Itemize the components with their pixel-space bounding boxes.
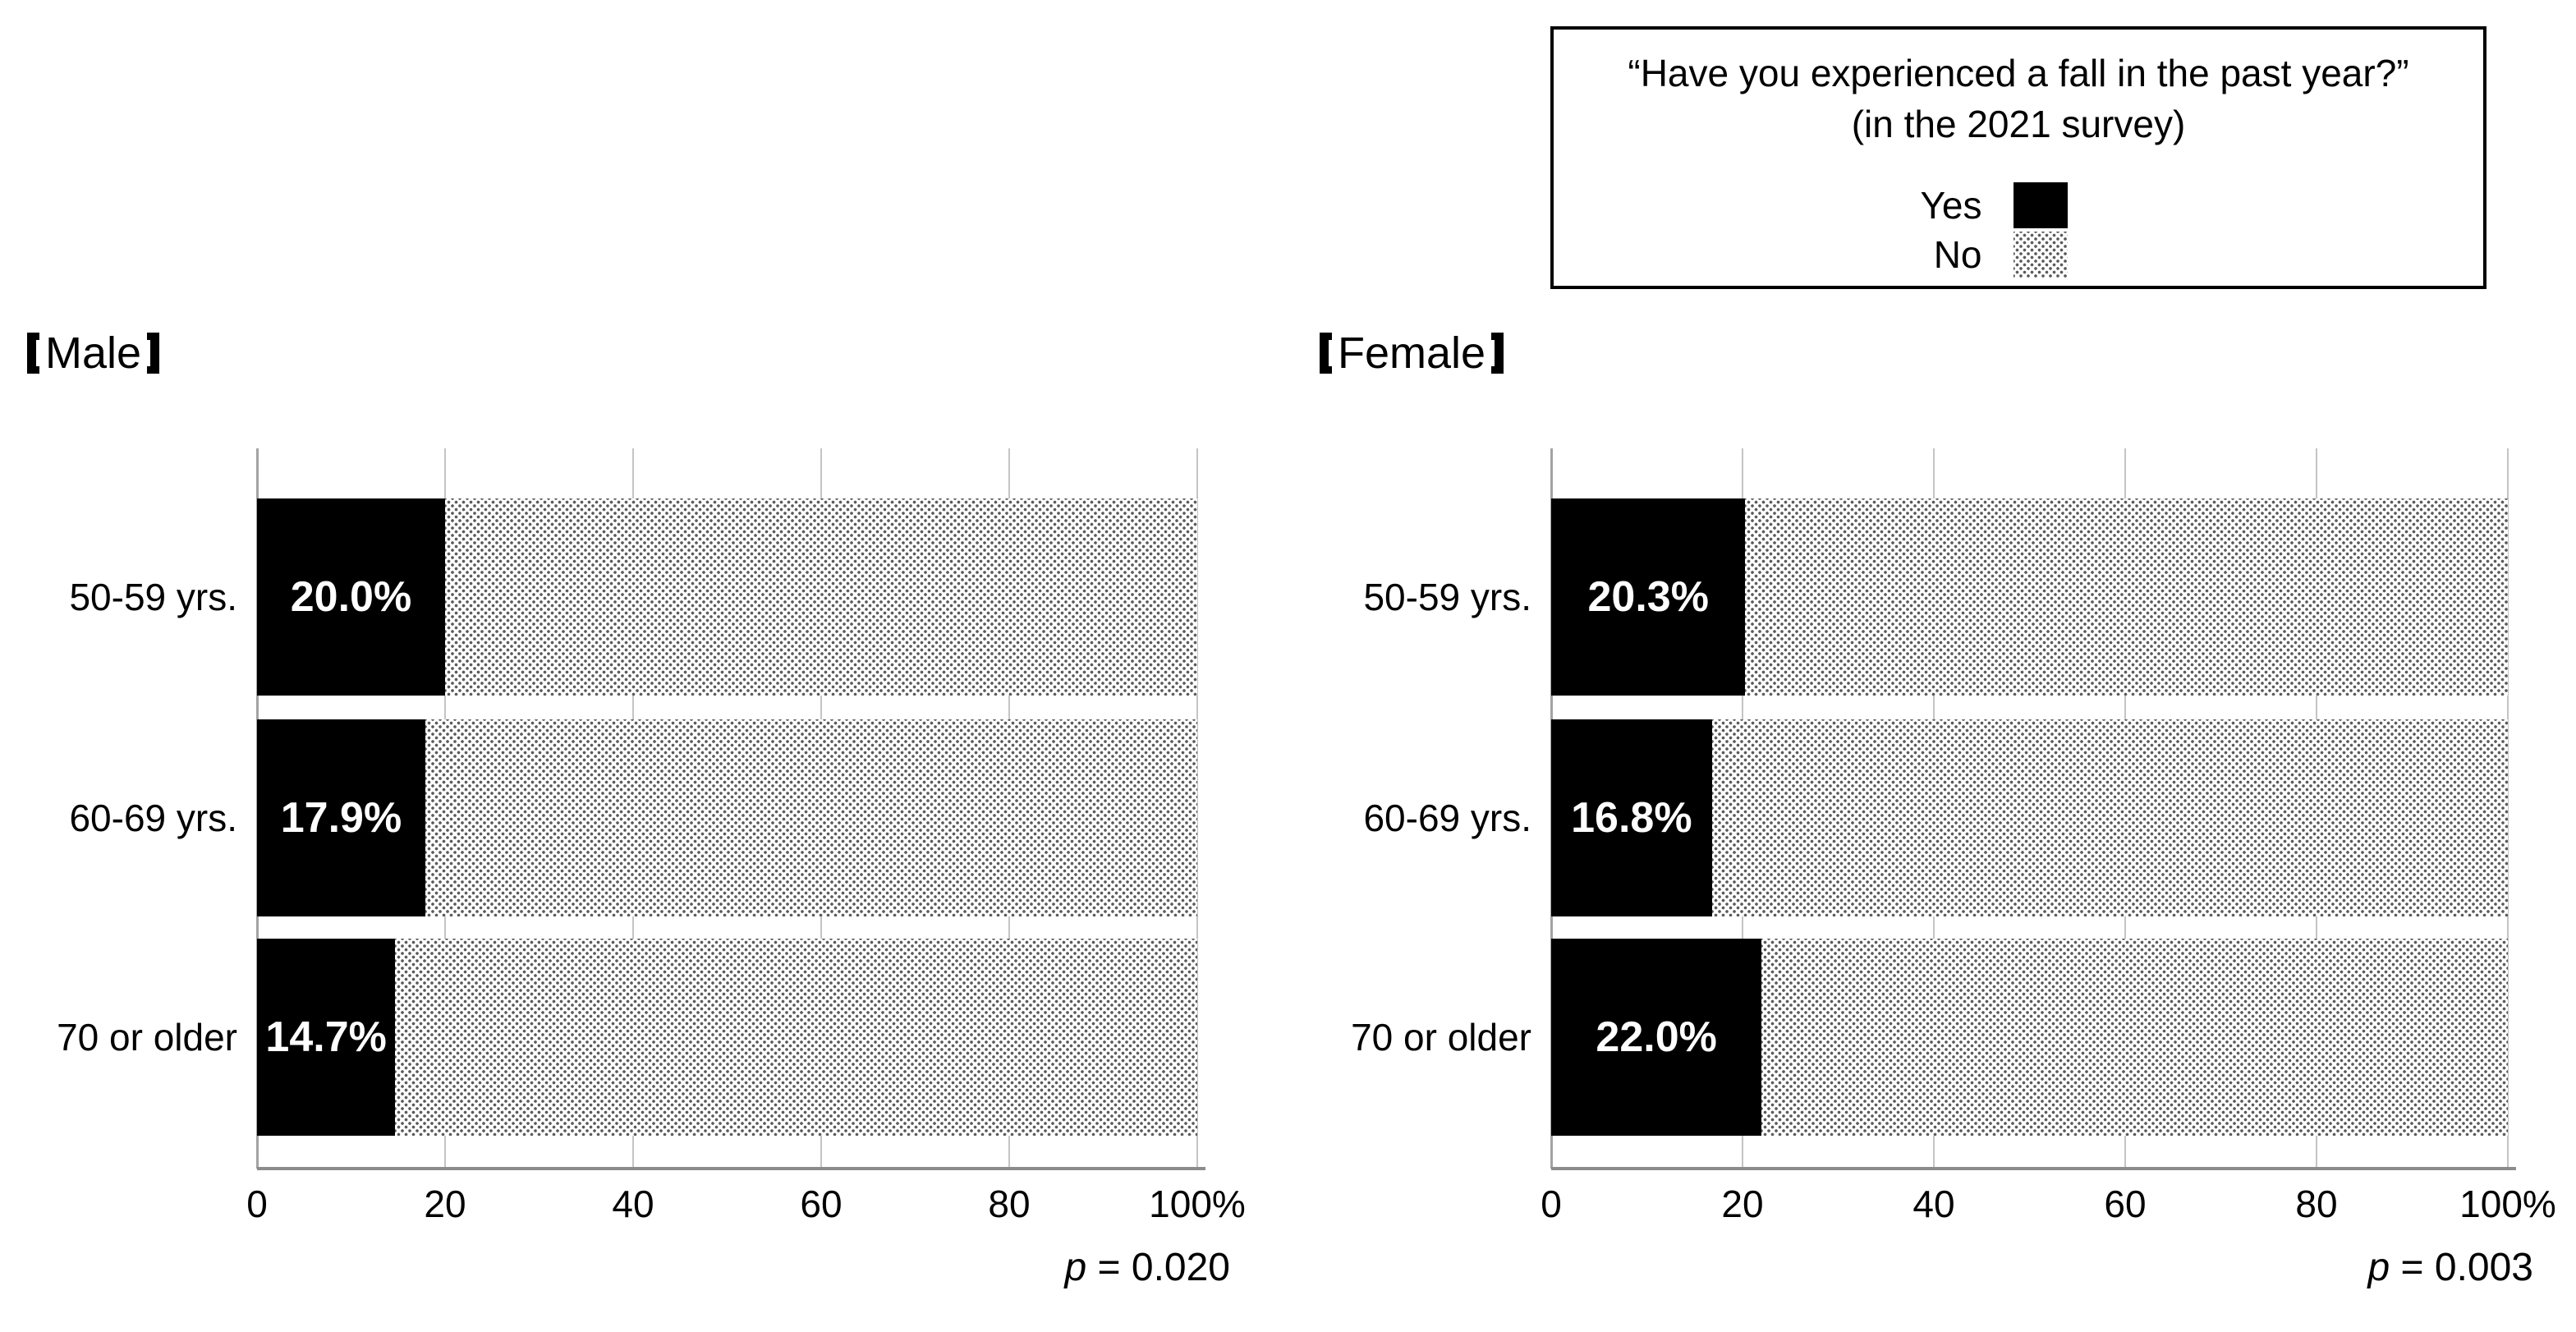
legend-entries: Yes No <box>1920 181 2068 279</box>
legend-swatch-yes-solid <box>2013 182 2068 228</box>
bar-segment-yes: 22.0% <box>1551 939 1762 1136</box>
legend-title-line2: (in the 2021 survey) <box>1851 103 2186 145</box>
bar-segment-yes: 17.9% <box>257 719 425 916</box>
gridline-100 <box>2507 448 2509 1169</box>
bar-segment-no <box>445 498 1197 696</box>
bar-segment-no <box>1711 719 2508 916</box>
bar-segment-no <box>395 939 1197 1136</box>
bar-segment-no <box>1761 939 2508 1136</box>
x-tick-label: 0 <box>246 1183 268 1225</box>
category-label: 50-59 yrs. <box>69 576 237 618</box>
bar-value-label: 20.3% <box>1587 573 1709 621</box>
legend-entry-no: No <box>1920 230 2068 279</box>
legend-box: “Have you experienced a fall in the past… <box>1550 26 2486 289</box>
gridline-100 <box>1196 448 1198 1169</box>
category-label: 70 or older <box>57 1016 237 1059</box>
bar-value-label: 16.8% <box>1571 794 1692 842</box>
panel-title-female: Female <box>1320 327 1504 379</box>
bar-row: 17.9% <box>257 719 1197 916</box>
x-tick-label: 60 <box>2104 1183 2147 1225</box>
p-symbol: p <box>1064 1246 1087 1289</box>
p-symbol: p <box>2367 1246 2390 1289</box>
p-value-text: = 0.003 <box>2390 1246 2534 1289</box>
x-axis-line <box>257 1167 1205 1170</box>
p-value-male: p = 0.020 <box>885 1245 1230 1290</box>
x-tick-label: 80 <box>2295 1183 2338 1225</box>
x-tick-label: 100% <box>1149 1183 1246 1225</box>
legend-label-no: No <box>1933 233 1982 276</box>
legend-title-line1: “Have you experienced a fall in the past… <box>1628 52 2409 94</box>
bar-row: 20.3% <box>1551 498 2508 696</box>
female-plot-area: 50-59 yrs. 20.3% 60-69 yrs. 16.8% 70 or … <box>1351 448 2556 1225</box>
left-lenticular-bracket <box>27 333 39 374</box>
x-tick-label: 100% <box>2459 1183 2556 1225</box>
right-lenticular-bracket <box>1491 333 1504 374</box>
bar-row: 20.0% <box>257 498 1197 696</box>
legend-entry-yes: Yes <box>1920 181 2068 230</box>
bar-value-label: 14.7% <box>265 1013 387 1061</box>
bar-segment-yes: 14.7% <box>257 939 396 1136</box>
bar-segment-no <box>425 719 1197 916</box>
legend-swatch-no-dotted <box>2013 232 2068 278</box>
bar-segment-no <box>1745 498 2508 696</box>
panel-title-male-text: Male <box>45 328 142 378</box>
p-value-text: = 0.020 <box>1086 1246 1231 1289</box>
bar-value-label: 20.0% <box>290 573 412 621</box>
panel-title-female-text: Female <box>1338 328 1486 378</box>
right-lenticular-bracket <box>147 333 160 374</box>
bar-segment-yes: 16.8% <box>1551 719 1712 916</box>
bar-row: 16.8% <box>1551 719 2508 916</box>
male-plot-area: 50-59 yrs. 20.0% 60-69 yrs. 17.9% 70 or … <box>57 448 1246 1225</box>
x-tick-label: 0 <box>1541 1183 1562 1225</box>
category-label: 60-69 yrs. <box>69 797 237 839</box>
bar-segment-yes: 20.0% <box>257 498 445 696</box>
left-lenticular-bracket <box>1320 333 1332 374</box>
p-value-female: p = 0.003 <box>2188 1245 2533 1290</box>
category-label: 70 or older <box>1351 1016 1531 1059</box>
legend-title: “Have you experienced a fall in the past… <box>1554 48 2483 149</box>
bar-value-label: 22.0% <box>1596 1013 1717 1061</box>
panel-title-male: Male <box>27 327 160 379</box>
x-tick-label: 40 <box>1912 1183 1955 1225</box>
x-tick-label: 60 <box>800 1183 843 1225</box>
x-axis-line <box>1551 1167 2516 1170</box>
category-label: 50-59 yrs. <box>1363 576 1531 618</box>
x-tick-label: 20 <box>424 1183 466 1225</box>
x-tick-label: 20 <box>1721 1183 1764 1225</box>
x-tick-label: 80 <box>988 1183 1031 1225</box>
bar-segment-yes: 20.3% <box>1551 498 1746 696</box>
category-label: 60-69 yrs. <box>1363 797 1531 839</box>
bar-row: 22.0% <box>1551 939 2508 1136</box>
x-tick-label: 40 <box>612 1183 654 1225</box>
bar-row: 14.7% <box>257 939 1197 1136</box>
legend-label-yes: Yes <box>1920 184 1982 227</box>
bar-value-label: 17.9% <box>280 794 402 842</box>
